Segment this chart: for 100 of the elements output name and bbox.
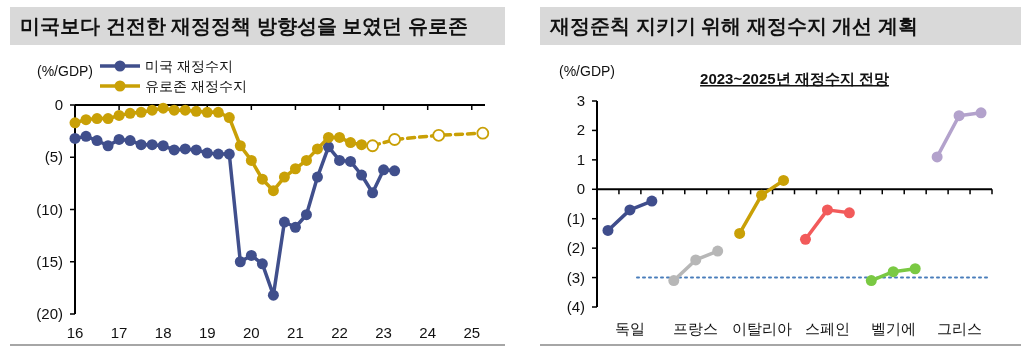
- point: [179, 104, 191, 116]
- x-tick-label: 프랑스: [673, 320, 719, 337]
- x-tick-label: 벨기에: [870, 320, 916, 337]
- point: [69, 117, 81, 129]
- point: [201, 106, 213, 118]
- point: [289, 163, 301, 175]
- point: [389, 165, 401, 177]
- point: [146, 139, 158, 151]
- point: [91, 135, 103, 147]
- point: [135, 106, 147, 118]
- x-tick-label: 16: [66, 324, 84, 341]
- point: [190, 144, 202, 156]
- y-tick-label: 3: [576, 92, 585, 109]
- point: [300, 209, 312, 221]
- point: [843, 207, 855, 219]
- point: [267, 289, 279, 301]
- y-axis-title: (%/GDP): [559, 63, 615, 79]
- point: [102, 113, 114, 125]
- x-tick-label: 스페인: [804, 320, 850, 337]
- point: [157, 102, 169, 114]
- y-tick-label: (2): [566, 239, 585, 257]
- point: [690, 254, 702, 266]
- x-tick-label: 18: [154, 324, 172, 341]
- point: [278, 171, 290, 183]
- point: [300, 154, 312, 166]
- point: [432, 128, 446, 142]
- point: [212, 106, 224, 118]
- point: [821, 204, 833, 216]
- point: [931, 151, 943, 163]
- legend-label: 미국 재정수지: [145, 58, 233, 74]
- point: [289, 221, 301, 233]
- point: [311, 171, 323, 183]
- point: [102, 140, 114, 152]
- point: [356, 139, 368, 151]
- point: [124, 135, 136, 147]
- point: [345, 137, 357, 149]
- chart-title: 재정준칙 지키기 위해 재정수지 개선 계획: [549, 15, 918, 37]
- y-tick-label: (5): [44, 148, 63, 166]
- point: [712, 245, 724, 257]
- point: [190, 105, 202, 117]
- y-tick-label: 2: [576, 121, 585, 139]
- point: [646, 195, 658, 207]
- x-tick-label: 21: [287, 324, 304, 341]
- point: [345, 155, 357, 167]
- point: [245, 154, 257, 166]
- x-tick-label: 17: [110, 324, 128, 341]
- point: [234, 256, 246, 268]
- point: [909, 263, 921, 275]
- point: [887, 266, 899, 278]
- y-tick-label: (15): [36, 252, 63, 270]
- point: [323, 131, 334, 143]
- point: [124, 107, 136, 119]
- x-tick-label: 독일: [614, 320, 645, 337]
- chart-title: 미국보다 건전한 재정정책 방향성을 보였던 유로존: [20, 15, 468, 37]
- point: [135, 139, 147, 151]
- point: [367, 187, 379, 199]
- point: [179, 143, 191, 155]
- x-tick-label: 20: [243, 324, 260, 341]
- x-tick-label: 이탈리아: [731, 320, 792, 337]
- point: [201, 147, 213, 159]
- y-axis-title: (%/GDP): [37, 63, 93, 79]
- y-tick-label: (1): [566, 209, 585, 227]
- point: [799, 233, 811, 245]
- point: [356, 169, 368, 181]
- point: [212, 148, 224, 160]
- legend-label: 유로존 재정수지: [145, 78, 247, 94]
- point: [388, 133, 402, 146]
- y-tick-label: (10): [36, 200, 63, 218]
- point: [113, 133, 125, 145]
- point: [157, 140, 169, 152]
- point: [756, 189, 768, 201]
- point: [223, 112, 235, 124]
- point: [113, 109, 125, 121]
- point: [80, 130, 92, 142]
- y-tick-label: 0: [54, 96, 63, 113]
- point: [69, 132, 81, 144]
- point: [278, 216, 290, 228]
- point: [146, 104, 158, 116]
- y-tick-label: (20): [36, 305, 63, 322]
- point: [366, 139, 379, 153]
- point: [668, 275, 680, 287]
- point: [476, 126, 490, 140]
- point: [334, 154, 346, 166]
- point: [734, 227, 746, 239]
- point: [234, 140, 246, 152]
- point: [602, 224, 614, 236]
- x-tick-label: 그리스: [936, 320, 982, 337]
- point: [256, 173, 268, 185]
- y-tick-label: 1: [576, 150, 585, 168]
- y-tick-label: (4): [566, 298, 585, 315]
- y-tick-label: (3): [566, 268, 585, 286]
- x-tick-label: 19: [198, 324, 216, 341]
- point: [80, 114, 92, 126]
- x-tick-label: 23: [375, 324, 392, 341]
- point: [223, 148, 235, 160]
- point: [267, 185, 279, 197]
- point: [168, 144, 180, 156]
- point: [953, 110, 965, 122]
- point: [245, 249, 257, 261]
- point: [168, 104, 180, 116]
